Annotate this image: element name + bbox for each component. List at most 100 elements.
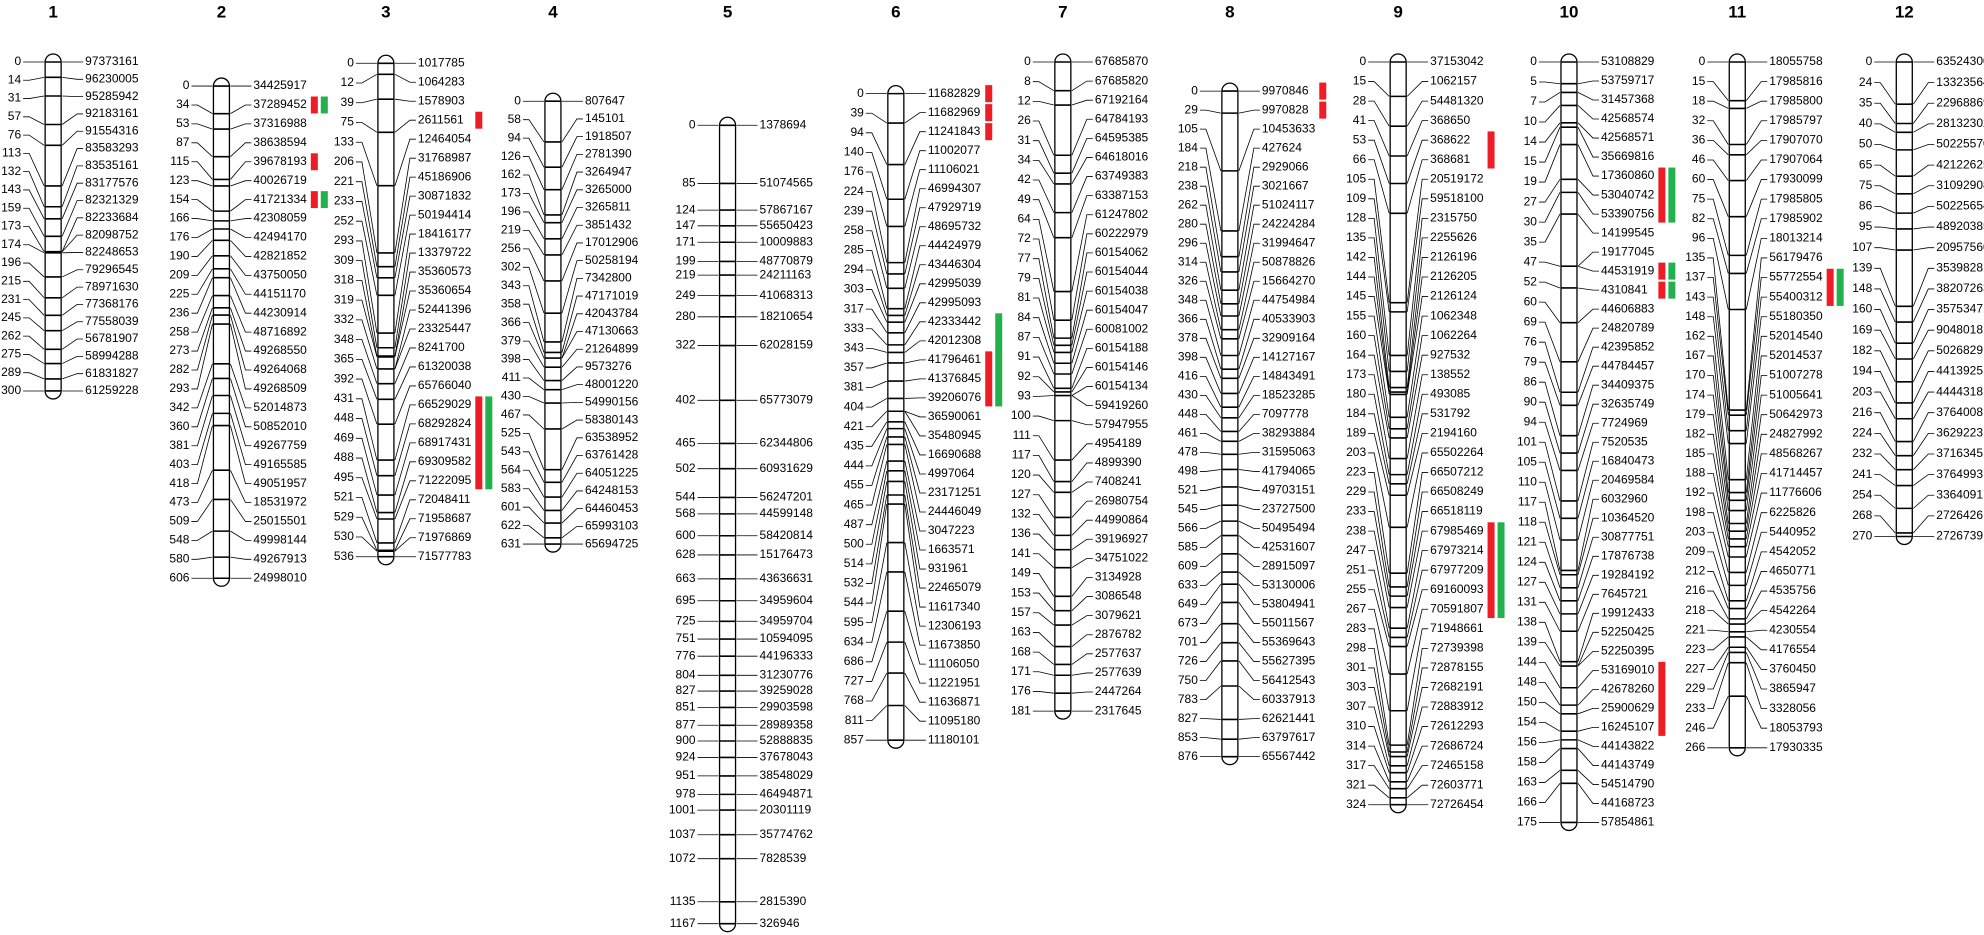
marker-label: 4230554 (1769, 622, 1816, 636)
position-label: 39 (341, 95, 355, 109)
leader-line (904, 359, 926, 364)
leader-line (1032, 376, 1055, 393)
leader-line (191, 240, 213, 257)
leader-line (1199, 280, 1222, 339)
leader-line (1032, 454, 1055, 482)
leader-line (1199, 486, 1221, 491)
marker-label: 24998010 (253, 570, 307, 584)
marker-label: 5440952 (1769, 524, 1816, 538)
marker-label: 1062157 (1430, 74, 1477, 88)
marker-label: 2781390 (585, 147, 632, 161)
marker-label: 2577637 (1095, 646, 1142, 660)
leader-line (191, 104, 213, 115)
marker-label: 57867167 (760, 202, 814, 216)
leader-line (355, 516, 378, 551)
highlight-green (320, 191, 328, 209)
position-label: 179 (1685, 407, 1705, 421)
leader-line (23, 171, 45, 207)
position-label: 135 (1685, 250, 1705, 264)
marker-label: 42995039 (928, 276, 982, 290)
leader-line (1406, 745, 1429, 782)
position-label: 12 (1017, 94, 1031, 108)
position-label: 216 (1852, 405, 1872, 419)
marker-label: 16840473 (1601, 453, 1655, 467)
leader-line (61, 165, 84, 207)
leader-line (1707, 335, 1729, 480)
leader-line (1071, 80, 1093, 92)
position-label: 402 (676, 392, 696, 406)
marker-label: 34425917 (253, 78, 307, 92)
position-label: 227 (1685, 662, 1705, 676)
marker-label: 51005641 (1769, 387, 1823, 401)
leader-line (1368, 296, 1390, 395)
position-label: 123 (169, 173, 189, 187)
leader-line (1071, 615, 1093, 626)
leader-line (1745, 277, 1768, 416)
position-label: 155 (1346, 308, 1366, 322)
marker-label: 50852010 (253, 419, 307, 433)
marker-label: 63749383 (1095, 169, 1149, 183)
marker-label: 50642973 (1769, 407, 1823, 421)
marker-label: 18523285 (1262, 388, 1316, 402)
position-label: 381 (844, 380, 864, 394)
highlight-green (485, 396, 493, 490)
leader-line (1406, 413, 1429, 484)
marker-label: 55400312 (1769, 289, 1823, 303)
chromosome-label: 9 (1393, 2, 1402, 21)
leader-line (1199, 685, 1222, 701)
position-label: 53 (1353, 132, 1367, 146)
leader-line (865, 347, 887, 353)
leader-line (1199, 204, 1222, 291)
leader-line (191, 277, 213, 314)
position-label: 231 (1, 292, 21, 306)
position-label: 218 (1178, 159, 1198, 173)
leader-line (1913, 185, 1935, 195)
position-label: 176 (844, 164, 864, 178)
leader-line (191, 470, 213, 503)
leader-line (1577, 365, 1599, 406)
position-label: 280 (676, 309, 696, 323)
position-label: 92 (1017, 369, 1031, 383)
leader-line (62, 95, 84, 98)
marker-label: 18013214 (1769, 231, 1823, 245)
leader-line (1368, 765, 1390, 789)
marker-label: 6225826 (1769, 505, 1816, 519)
leader-line (23, 299, 45, 316)
position-label: 430 (501, 389, 521, 403)
marker-label: 67192164 (1095, 92, 1149, 106)
leader-line (561, 490, 583, 511)
leader-line (1032, 435, 1055, 461)
leader-line (1071, 481, 1093, 493)
position-label: 783 (1178, 692, 1198, 706)
leader-line (394, 499, 416, 544)
leader-line (1406, 237, 1429, 372)
position-label: 978 (676, 787, 696, 801)
marker-label: 56179476 (1769, 250, 1823, 264)
marker-label: 11617340 (928, 599, 981, 613)
leader-line (865, 210, 888, 275)
leader-line (1406, 726, 1429, 773)
position-label: 404 (844, 399, 864, 413)
marker-label: 3328056 (1769, 701, 1816, 715)
position-label: 139 (1852, 260, 1872, 274)
position-label: 117 (1012, 448, 1031, 462)
marker-label: 44143749 (1601, 758, 1655, 772)
leader-line (865, 398, 888, 408)
leader-line (561, 171, 583, 216)
leader-line (1874, 288, 1896, 323)
chromosome-bar (377, 54, 395, 566)
leader-line (394, 537, 416, 552)
leader-line (1874, 350, 1896, 383)
marker-label: 1918507 (585, 129, 632, 143)
leader-line (1406, 178, 1429, 303)
leader-line (230, 268, 252, 295)
position-label: 94 (508, 130, 522, 144)
position-label: 500 (844, 536, 864, 550)
marker-label: 35360573 (418, 264, 472, 278)
leader-line (394, 423, 416, 476)
position-label: 36 (1692, 133, 1706, 147)
marker-label: 493085 (1430, 386, 1470, 400)
position-label: 303 (1346, 680, 1366, 694)
marker-label: 54990156 (585, 395, 639, 409)
highlight-green (1836, 268, 1844, 306)
